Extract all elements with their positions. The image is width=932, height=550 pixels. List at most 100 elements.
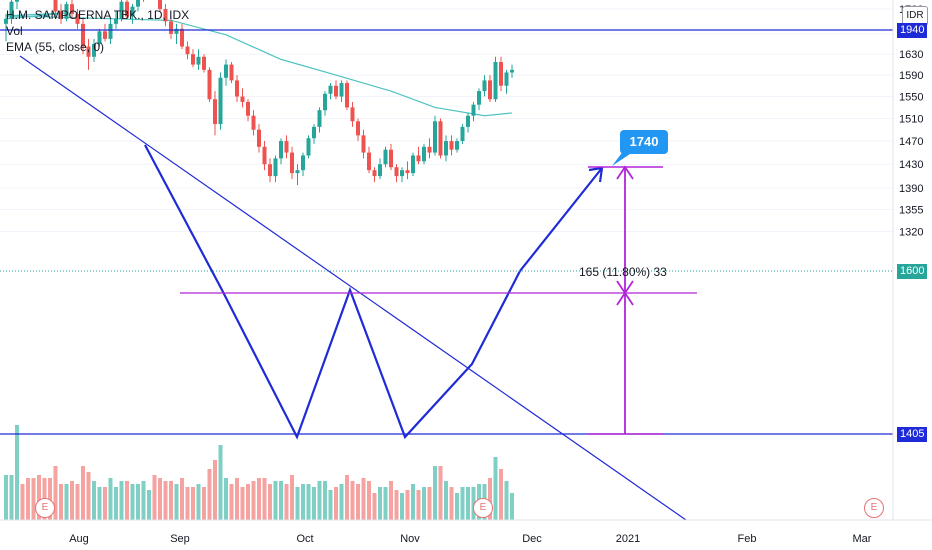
candle-body — [499, 61, 503, 86]
candle-body — [372, 170, 377, 177]
legend-ema[interactable]: EMA (55, close, 0) — [6, 40, 105, 54]
candle-body — [4, 18, 8, 24]
time-axis[interactable]: Aug Sep Oct Nov Dec 2021 Feb Mar — [69, 533, 872, 545]
candle-body — [224, 64, 228, 78]
volume-bar — [81, 466, 85, 520]
volume-bar — [433, 466, 437, 520]
price-tick-label: 1630 — [899, 49, 923, 61]
candle-body — [455, 141, 459, 150]
volume-bar — [207, 469, 212, 520]
candle-body — [317, 110, 322, 127]
volume-bar — [339, 484, 344, 520]
volume-bar — [350, 481, 355, 520]
volume-bar — [70, 481, 74, 520]
time-axis-label: Feb — [738, 533, 757, 545]
volume-bar — [323, 481, 327, 520]
volume-bar — [361, 478, 366, 520]
candle-body — [174, 28, 179, 34]
volume-bar — [328, 490, 333, 520]
time-axis-label: Aug — [69, 533, 89, 545]
price-tick-label: 1470 — [899, 136, 923, 148]
volume-bar — [262, 478, 267, 520]
volume-bar — [405, 490, 410, 520]
candle-body — [416, 155, 421, 162]
volume-bar — [26, 478, 30, 520]
volume-bar — [218, 445, 223, 520]
time-axis-label: Oct — [296, 533, 313, 545]
candle-body — [273, 158, 278, 177]
volume-bar — [356, 484, 360, 520]
candle-body — [312, 126, 316, 139]
volume-bar — [317, 481, 322, 520]
volume-bar — [295, 487, 300, 520]
time-axis-label: Mar — [853, 533, 872, 545]
volume-bar — [185, 487, 190, 520]
candle-body — [378, 164, 382, 177]
candle-body — [185, 46, 190, 55]
volume-bar — [416, 490, 421, 520]
candle-body — [361, 135, 366, 153]
volume-bar — [312, 487, 316, 520]
volume-bar — [246, 484, 250, 520]
candle-body — [114, 18, 118, 24]
candle-body — [350, 107, 355, 122]
volume-bar — [180, 478, 184, 520]
volume-bar — [345, 475, 349, 520]
volume-bar — [59, 484, 63, 520]
volume-bar — [334, 487, 338, 520]
volume-bar — [130, 484, 135, 520]
candle-body — [268, 164, 272, 177]
candle-body — [394, 167, 399, 177]
volume-bar — [163, 481, 168, 520]
volume-bar — [449, 487, 454, 520]
candle-body — [92, 43, 96, 57]
price-tick-label: 1590 — [899, 70, 923, 82]
drawing-tools[interactable] — [0, 29, 893, 521]
legend-volume[interactable]: Vol — [6, 24, 23, 38]
candle-body — [400, 170, 404, 177]
candle-body — [449, 141, 454, 150]
volume-bar — [158, 478, 162, 520]
volume-bar — [372, 493, 377, 520]
w-pattern-path[interactable] — [144, 144, 603, 440]
candle-body — [383, 149, 388, 165]
event-marker-earnings-2[interactable]: E — [473, 498, 493, 518]
candle-body — [9, 1, 14, 19]
ema-line-path — [5, 12, 513, 117]
time-axis-label: Nov — [400, 533, 420, 545]
volume-bar — [103, 487, 107, 520]
volume-bar — [240, 487, 245, 520]
candle-body — [207, 69, 212, 100]
measure-arrow-down-mid — [616, 280, 634, 295]
event-marker-earnings-1[interactable]: E — [35, 498, 55, 518]
volume-bar — [141, 481, 146, 520]
volume-bar — [422, 487, 426, 520]
candle-body — [482, 80, 487, 92]
volume-bar — [284, 484, 289, 520]
price-tick-label: 1430 — [899, 159, 923, 171]
volume-bar — [92, 481, 96, 520]
volume-bar — [86, 472, 91, 520]
price-tick-label: 1355 — [899, 205, 923, 217]
volume-bar — [235, 478, 239, 520]
candle-body — [158, 0, 162, 10]
legend-symbol[interactable]: H.M. SAMPOERNA TBK., 1D, IDX — [6, 8, 190, 22]
callout-pointer — [612, 150, 636, 166]
candle-body — [108, 23, 113, 39]
candlesticks — [4, 0, 514, 186]
volume-bar — [31, 478, 36, 520]
event-marker-earnings-3[interactable]: E — [864, 498, 884, 518]
candle-body — [328, 85, 333, 94]
volume-bar — [20, 484, 25, 520]
candle-body — [86, 46, 91, 57]
candle-body — [334, 85, 338, 97]
level-low-badge: 1405 — [897, 427, 928, 442]
downtrend-line[interactable] — [19, 55, 687, 521]
volume-bar — [9, 475, 14, 520]
candle-body — [466, 115, 470, 127]
candle-body — [471, 104, 476, 116]
volume-bar — [367, 481, 371, 520]
candle-body — [169, 21, 173, 34]
level-high-badge: 1940 — [897, 23, 928, 38]
